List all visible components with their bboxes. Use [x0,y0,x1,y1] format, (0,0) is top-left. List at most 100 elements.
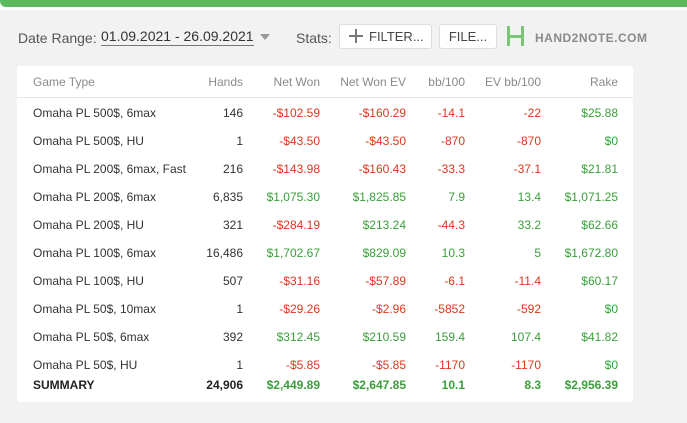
cell-ev-bb-100: -37.1 [513,162,541,176]
cell-ev-bb-100: -22 [523,106,541,120]
filter-button[interactable]: FILTER... [339,24,432,49]
table-row[interactable]: Omaha PL 100$, HU 507 -$31.16 -$57.89 -6.1 -1… [17,266,633,294]
cell-ev-bb-100: 8.3 [524,378,541,392]
cell-ev-bb-100: 107.4 [510,330,541,344]
cell-game-type: Omaha PL 200$, 6max, Fast [33,162,186,176]
logo-text: HAND2NOTE.COM [535,31,648,45]
cell-bb-100: -1170 [435,358,465,372]
cell-net-won: -$29.26 [279,302,320,316]
cell-hands: 1 [236,134,243,148]
cell-rake: $21.81 [581,162,618,176]
cell-rake: $0 [604,302,618,316]
cell-hands: 146 [222,106,243,120]
cell-net-won: -$43.50 [279,134,320,148]
header-hands[interactable]: Hands [208,75,243,89]
cell-game-type: Omaha PL 100$, 6max [33,246,156,260]
table-row[interactable]: Omaha PL 200$, 6max 6,835 $1,075.30 $1,825.… [17,182,633,210]
date-range-select[interactable]: 01.09.2021 - 26.09.2021 [101,28,254,46]
accent-bar [0,0,687,7]
cell-hands: 507 [222,274,243,288]
cell-net-won: $2,449.89 [266,378,320,392]
filter-button-label: FILTER... [369,29,424,44]
table-row[interactable]: Omaha PL 50$, HU 1 -$5.85 -$5.85 -1170 -1170 $… [17,350,633,378]
table-row[interactable]: Omaha PL 500$, HU 1 -$43.50 -$43.50 -870 -870… [17,126,633,154]
cell-net-won: -$102.59 [272,106,320,120]
cell-bb-100: 159.4 [434,330,465,344]
cell-net-won-ev: -$5.85 [371,358,406,372]
cell-rake: $60.17 [581,274,618,288]
cell-net-won: -$31.16 [279,274,320,288]
chevron-down-icon[interactable] [260,34,270,40]
cell-hands: 392 [222,330,243,344]
header-ev-bb-100[interactable]: EV bb/100 [484,75,541,89]
cell-rake: $0 [604,358,618,372]
cell-ev-bb-100: -11.4 [514,274,541,288]
toolbar: Date Range: 01.09.2021 - 26.09.2021 Stat… [0,22,687,52]
cell-net-won-ev: $210.59 [362,330,406,344]
cell-rake: $1,071.25 [564,190,618,204]
cell-game-type: Omaha PL 50$, 10max [33,302,156,316]
cell-ev-bb-100: 5 [534,246,541,260]
file-button-label: FILE... [448,29,488,44]
header-net-won[interactable]: Net Won [273,75,320,89]
cell-net-won: $1,075.30 [266,190,320,204]
stats-label: Stats: [296,30,332,46]
cell-net-won-ev: $213.24 [362,218,406,232]
cell-game-type: Omaha PL 500$, HU [33,134,144,148]
cell-ev-bb-100: -592 [516,302,541,316]
table-row[interactable]: Omaha PL 200$, 6max, Fast 216 -$143.98 -$16… [17,154,633,182]
header-bb-100[interactable]: bb/100 [428,75,465,89]
table-row[interactable]: Omaha PL 500$, 6max 146 -$102.59 -$160.29 -1… [17,98,633,126]
cell-ev-bb-100: -1170 [511,358,541,372]
summary-row[interactable]: SUMMARY 24,906 $2,449.89 $2,647.85 10.1 8.3 $2… [17,370,633,398]
stats-table: Game Type Hands Net Won Net Won EV bb/10… [17,66,633,402]
date-range-label: Date Range: [18,30,97,46]
cell-game-type: SUMMARY [33,378,95,392]
cell-net-won: -$5.85 [285,358,320,372]
cell-net-won: -$143.98 [272,162,320,176]
cell-rake: $62.66 [581,218,618,232]
cell-ev-bb-100: 33.2 [517,218,541,232]
cell-net-won: $312.45 [276,330,320,344]
table-row[interactable]: Omaha PL 50$, 10max 1 -$29.26 -$2.96 -5852 -5… [17,294,633,322]
cell-game-type: Omaha PL 200$, 6max [33,190,156,204]
table-row[interactable]: Omaha PL 200$, HU 321 -$284.19 $213.24 -44.3… [17,210,633,238]
cell-hands: 24,906 [206,378,243,392]
cell-hands: 1 [236,358,243,372]
cell-bb-100: 10.3 [441,246,465,260]
header-game-type[interactable]: Game Type [33,75,95,89]
cell-game-type: Omaha PL 100$, HU [33,274,144,288]
cell-net-won-ev: $2,647.85 [352,378,406,392]
cell-hands: 321 [222,218,243,232]
cell-net-won: $1,702.67 [266,246,320,260]
file-button[interactable]: FILE... [439,24,497,49]
cell-rake: $41.82 [581,330,618,344]
cell-bb-100: -44.3 [437,218,465,232]
cell-net-won-ev: -$43.50 [365,134,406,148]
cell-net-won-ev: -$160.29 [358,106,406,120]
cell-bb-100: 7.9 [448,190,465,204]
cell-ev-bb-100: 13.4 [517,190,541,204]
plus-icon [349,29,363,43]
cell-bb-100: -33.3 [437,162,465,176]
cell-rake: $2,956.39 [564,378,618,392]
cell-hands: 6,835 [212,190,243,204]
table-header: Game Type Hands Net Won Net Won EV bb/10… [17,66,633,98]
cell-game-type: Omaha PL 200$, HU [33,218,144,232]
table-row[interactable]: Omaha PL 50$, 6max 392 $312.45 $210.59 159.4… [17,322,633,350]
cell-bb-100: -870 [440,134,465,148]
cell-bb-100: -5852 [434,302,465,316]
table-row[interactable]: Omaha PL 100$, 6max 16,486 $1,702.67 $829.0… [17,238,633,266]
cell-rake: $0 [604,134,618,148]
cell-net-won-ev: $829.09 [362,246,406,260]
cell-game-type: Omaha PL 500$, 6max [33,106,156,120]
cell-ev-bb-100: -870 [516,134,541,148]
cell-net-won-ev: $1,825.85 [352,190,406,204]
header-net-won-ev[interactable]: Net Won EV [340,75,406,89]
header-rake[interactable]: Rake [589,75,618,89]
cell-net-won: -$284.19 [272,218,320,232]
hand2note-logo-icon [507,26,527,48]
cell-hands: 16,486 [206,246,243,260]
cell-bb-100: -6.1 [444,274,465,288]
cell-hands: 1 [236,302,243,316]
